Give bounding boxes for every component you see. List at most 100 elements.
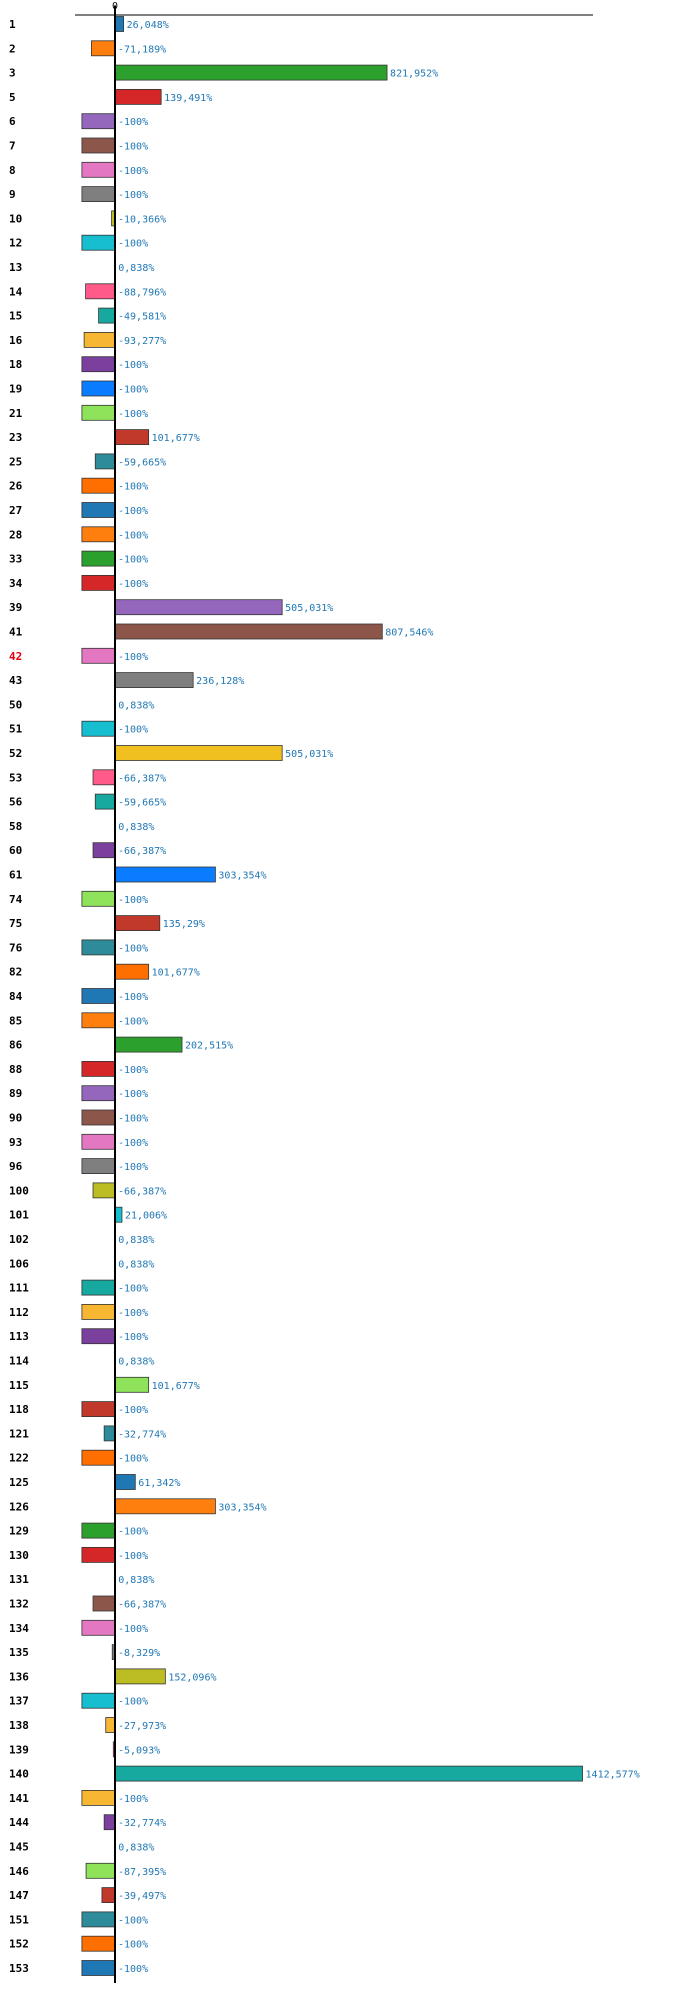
- value-label: -100%: [118, 1527, 148, 1538]
- category-label: 126: [9, 1500, 29, 1513]
- category-label: 75: [9, 917, 22, 930]
- category-label: 96: [9, 1160, 23, 1173]
- value-label: -100%: [118, 360, 148, 371]
- value-label: 26,048%: [127, 20, 169, 31]
- bar: [114, 672, 194, 688]
- value-label: -100%: [118, 1332, 148, 1343]
- category-label: 118: [9, 1403, 29, 1416]
- category-label: 121: [9, 1427, 29, 1440]
- value-label: -71,189%: [118, 44, 166, 55]
- bar: [94, 453, 116, 470]
- value-label: 0,838%: [118, 700, 154, 711]
- category-label: 147: [9, 1889, 29, 1902]
- bar: [81, 502, 116, 518]
- value-label: 303,354%: [218, 1502, 266, 1513]
- value-label: -100%: [118, 506, 148, 517]
- value-label: 0,838%: [118, 1259, 154, 1270]
- bar: [114, 745, 283, 761]
- value-label: -100%: [118, 409, 148, 420]
- value-label: -100%: [118, 555, 148, 566]
- value-label: -100%: [118, 1964, 148, 1975]
- category-label: 5: [9, 91, 16, 104]
- value-label: -10,366%: [118, 214, 166, 225]
- value-label: 152,096%: [168, 1672, 216, 1683]
- category-label: 88: [9, 1063, 22, 1076]
- value-label: 0,838%: [118, 263, 154, 274]
- bar: [81, 1328, 116, 1345]
- bar: [81, 356, 116, 373]
- value-label: -100%: [118, 1138, 148, 1149]
- bar: [114, 866, 216, 883]
- value-label: -100%: [118, 1794, 148, 1805]
- bar: [81, 550, 116, 567]
- bar: [81, 137, 116, 154]
- value-label: -8,329%: [118, 1648, 160, 1659]
- category-label: 76: [9, 941, 23, 954]
- category-label: 139: [9, 1743, 29, 1756]
- category-label: 43: [9, 674, 22, 687]
- category-label: 13: [9, 261, 22, 274]
- category-label: 3: [9, 67, 16, 80]
- category-label: 7: [9, 140, 16, 153]
- value-label: 807,546%: [385, 628, 433, 639]
- value-label: -66,387%: [118, 773, 166, 784]
- category-label: 51: [9, 723, 23, 736]
- category-label: 10: [9, 212, 22, 225]
- category-label: 50: [9, 698, 22, 711]
- value-label: -100%: [118, 1114, 148, 1125]
- category-label: 27: [9, 504, 22, 517]
- value-label: -100%: [118, 530, 148, 541]
- category-label: 25: [9, 455, 22, 468]
- category-label: 101: [9, 1209, 29, 1222]
- bar: [83, 331, 116, 348]
- bar: [81, 1279, 116, 1296]
- bar: [114, 1036, 183, 1053]
- value-label: -100%: [118, 1089, 148, 1100]
- value-label: -100%: [118, 1697, 148, 1708]
- category-label: 42: [9, 650, 22, 663]
- category-label: 130: [9, 1549, 29, 1562]
- category-label: 122: [9, 1452, 29, 1465]
- bar: [114, 1498, 216, 1515]
- category-label: 113: [9, 1330, 29, 1343]
- bar: [81, 1304, 116, 1320]
- value-label: -5,093%: [118, 1745, 160, 1756]
- bar: [81, 526, 116, 543]
- category-label: 102: [9, 1233, 29, 1246]
- category-label: 134: [9, 1622, 29, 1635]
- bar: [81, 1935, 116, 1952]
- category-label: 131: [9, 1573, 29, 1586]
- bar: [81, 1449, 116, 1466]
- bar: [114, 1474, 136, 1490]
- value-label: -27,973%: [118, 1721, 166, 1732]
- category-label: 21: [9, 407, 23, 420]
- category-label: 2: [9, 42, 16, 55]
- category-label: 58: [9, 820, 22, 833]
- value-label: -100%: [118, 1065, 148, 1076]
- category-label: 14: [9, 285, 23, 298]
- value-labels: 26,048% -71,189% 821,952% 139,491% -100% -100…: [118, 20, 640, 1975]
- value-label: -93,277%: [118, 336, 166, 347]
- category-label: 34: [9, 577, 23, 590]
- category-label: 90: [9, 1112, 22, 1125]
- category-label: 15: [9, 310, 22, 323]
- value-label: -66,387%: [118, 846, 166, 857]
- category-label: 28: [9, 528, 22, 541]
- value-label: -66,387%: [118, 1186, 166, 1197]
- value-label: -88,796%: [118, 287, 166, 298]
- bar: [114, 1206, 123, 1223]
- category-label: 112: [9, 1306, 29, 1319]
- bar: [81, 1960, 116, 1976]
- category-label: 100: [9, 1184, 29, 1197]
- bar: [81, 1109, 116, 1126]
- bar: [81, 939, 116, 956]
- bar: [114, 1376, 150, 1393]
- value-label: -59,665%: [118, 798, 166, 809]
- value-label: -100%: [118, 1940, 148, 1951]
- value-label: 135,29%: [163, 919, 205, 930]
- bar: [114, 16, 125, 32]
- category-label: 16: [9, 334, 23, 347]
- bar: [92, 1182, 116, 1199]
- bar: [98, 307, 116, 324]
